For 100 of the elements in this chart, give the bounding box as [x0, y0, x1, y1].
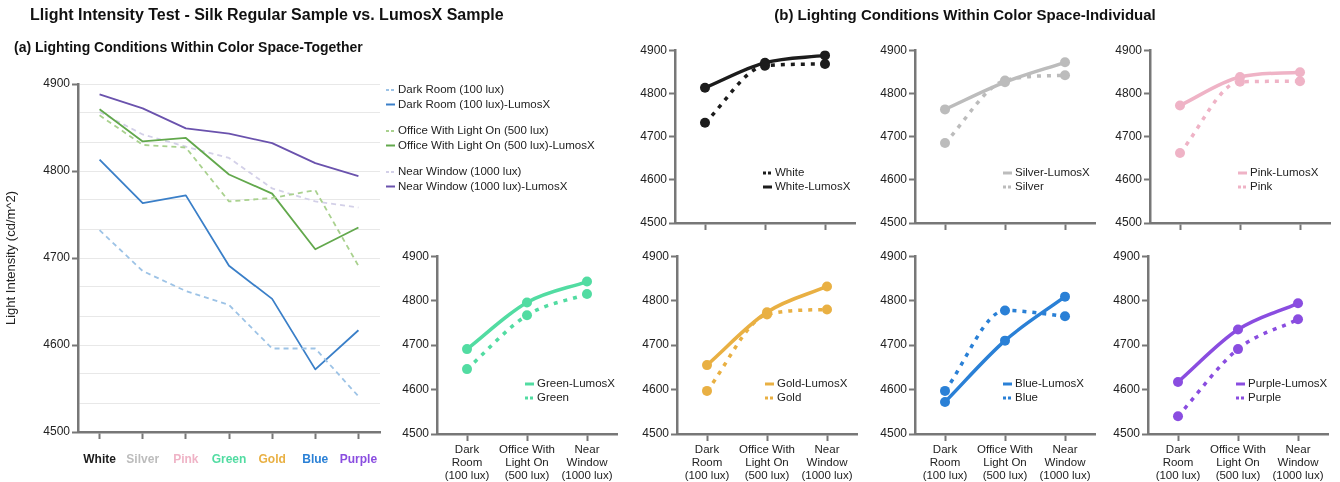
legend-label: Pink — [1250, 180, 1273, 193]
point — [1060, 57, 1070, 68]
y-tick-label: 4600 — [1115, 172, 1143, 187]
point — [822, 281, 832, 292]
legend-label: Silver — [1015, 180, 1044, 193]
x-tick-label: Blue — [302, 452, 329, 467]
y-tick-label: 4800 — [43, 163, 71, 178]
x-tick-label: Green — [211, 452, 247, 467]
y-tick-label: 4900 — [1115, 42, 1143, 57]
y-tick-label: 4500 — [1113, 426, 1141, 441]
chart-subtitle: (a) Lighting Conditions Within Color Space-Together — [14, 39, 363, 55]
legend-label: Gold — [777, 391, 802, 404]
x-tick-label: Dark Room (100 lux) — [444, 442, 490, 482]
point — [1173, 411, 1183, 422]
y-tick-label: 4800 — [642, 292, 670, 307]
y-tick-label: 4900 — [1113, 248, 1141, 263]
y-tick-label: 4600 — [43, 337, 71, 352]
legend-label: Gold-LumosX — [777, 377, 848, 390]
point — [822, 304, 832, 315]
y-tick-label: 4600 — [642, 381, 670, 396]
y-tick-label: 4700 — [642, 337, 670, 352]
legend-label: Near Window (1000 lux)-LumosX — [398, 179, 568, 192]
x-tick-label: Silver — [126, 452, 160, 467]
point — [462, 364, 472, 375]
y-tick-label: 4500 — [880, 426, 908, 441]
y-tick-label: 4500 — [1115, 215, 1143, 230]
y-tick-label: 4700 — [880, 128, 908, 143]
y-tick-label: 4700 — [1113, 337, 1141, 352]
x-tick-label: Dark Room (100 lux) — [684, 442, 730, 482]
text: (b) Lighting Conditions Within Color Space-Individual — [773, 6, 1157, 23]
legend-label: Office With Light On (500 lux)-LumosX — [398, 138, 595, 151]
line-series — [98, 229, 360, 398]
point — [1233, 324, 1243, 335]
point — [940, 138, 950, 149]
y-axis-title: Light Intensity (cd/m^2) — [3, 191, 19, 325]
y-tick-label: 4500 — [640, 215, 668, 230]
x-tick-label: Near Window (1000 lux) — [561, 442, 613, 482]
point — [1000, 305, 1010, 316]
y-tick-label: 4700 — [640, 128, 668, 143]
point — [1173, 376, 1183, 387]
y-tick-label: 4900 — [640, 42, 668, 57]
legend-label: Green — [537, 391, 569, 404]
legend-label: Dark Room (100 lux)-LumosX — [398, 97, 551, 110]
y-tick-label: 4600 — [880, 172, 908, 187]
y-tick-label: 4800 — [1115, 85, 1143, 100]
x-tick-label: Dark Room (100 lux) — [1155, 442, 1201, 482]
y-tick-label: 4900 — [43, 76, 71, 91]
y-tick-label: 4700 — [880, 337, 908, 352]
x-tick-label: Office With Light On (500 lux) — [976, 442, 1034, 482]
legend-label: Dark Room (100 lux) — [398, 83, 505, 96]
point — [1060, 311, 1070, 322]
legend-label: Purple — [1248, 391, 1282, 404]
legend-label: Purple-LumosX — [1248, 377, 1328, 390]
point — [522, 297, 532, 308]
point — [820, 50, 830, 61]
chart-title: Llight Intensity Test - Silk Regular Sample vs. LumosX Sample — [30, 6, 504, 24]
y-tick-label: 4800 — [640, 85, 668, 100]
y-tick-label: 4900 — [880, 248, 908, 263]
y-tick-label: 4600 — [402, 381, 430, 396]
point — [940, 385, 950, 396]
y-tick-label: 4800 — [880, 85, 908, 100]
point — [582, 276, 592, 287]
point — [1293, 298, 1303, 309]
point — [1060, 291, 1070, 302]
legend-label: Green-LumosX — [537, 377, 616, 390]
x-tick-label: Near Window (1000 lux) — [1039, 442, 1091, 482]
x-tick-label: Near Window (1000 lux) — [801, 442, 853, 482]
legend-label: Blue — [1015, 391, 1039, 404]
x-tick-label: Office With Light On (500 lux) — [498, 442, 556, 482]
legend-label: Blue-LumosX — [1015, 377, 1085, 390]
x-tick-label: Near Window (1000 lux) — [1272, 442, 1324, 482]
point — [522, 310, 532, 321]
x-tick-label: Dark Room (100 lux) — [922, 442, 968, 482]
x-tick-label: Office With Light On (500 lux) — [738, 442, 796, 482]
y-tick-label: 4700 — [402, 337, 430, 352]
y-tick-label: 4900 — [880, 42, 908, 57]
y-tick-label: 4500 — [402, 426, 430, 441]
point — [1293, 314, 1303, 325]
y-tick-label: 4800 — [402, 292, 430, 307]
x-tick-label: Purple — [339, 452, 378, 467]
point — [702, 385, 712, 396]
y-tick-label: 4500 — [880, 215, 908, 230]
point — [700, 117, 710, 128]
point — [1295, 76, 1305, 87]
point — [1175, 148, 1185, 159]
x-tick-label: Office With Light On (500 lux) — [1209, 442, 1267, 482]
point — [700, 82, 710, 93]
point — [1175, 100, 1185, 111]
y-tick-label: 4700 — [1115, 128, 1143, 143]
y-tick-label: 4500 — [642, 426, 670, 441]
x-tick-label: Gold — [258, 452, 286, 467]
y-tick-label: 4600 — [640, 172, 668, 187]
y-tick-label: 4800 — [1113, 292, 1141, 307]
x-tick-label: White — [83, 452, 117, 467]
y-tick-label: 4900 — [402, 248, 430, 263]
x-tick-label: Pink — [173, 452, 199, 467]
legend-label: Pink-LumosX — [1250, 166, 1319, 179]
y-tick-label: 4900 — [642, 248, 670, 263]
point — [820, 59, 830, 70]
point — [1295, 67, 1305, 78]
